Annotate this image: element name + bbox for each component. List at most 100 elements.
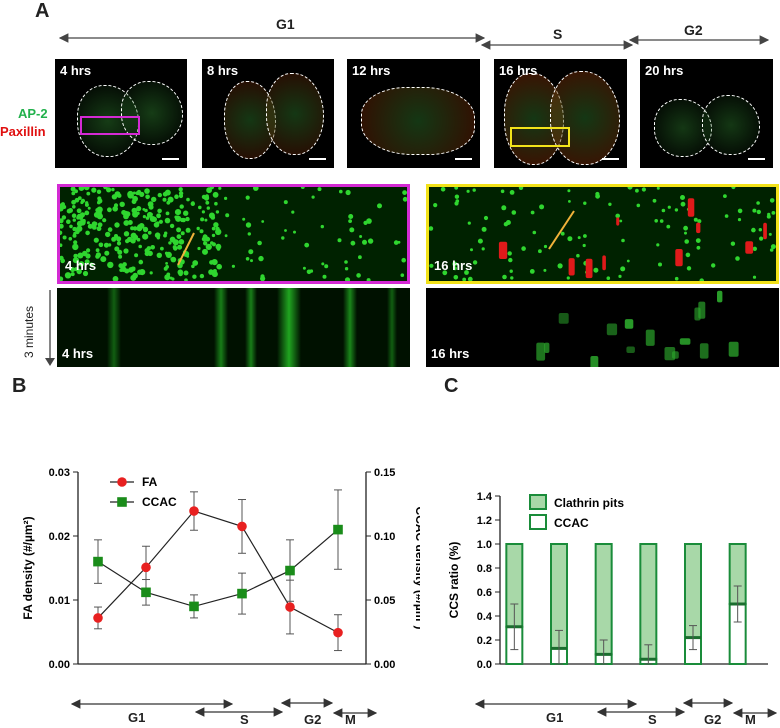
- fluorescence-spot: [154, 232, 161, 238]
- fluorescence-spot: [502, 274, 507, 280]
- legend-label: CCAC: [554, 516, 589, 530]
- fluorescence-spot: [518, 187, 524, 190]
- fluorescence-spot: [685, 252, 691, 258]
- fluorescence-spot: [127, 190, 134, 198]
- y-tick-label: 1.4: [477, 491, 493, 503]
- fluorescence-spot: [658, 262, 662, 267]
- kymo-line-marker: [177, 232, 195, 266]
- panel-b-letter: B: [12, 375, 27, 397]
- fluorescence-spot: [142, 226, 149, 233]
- fluorescence-spot: [216, 263, 222, 270]
- fluorescence-spot: [82, 270, 89, 277]
- fluorescence-spot: [566, 276, 570, 280]
- fluorescence-spot: [756, 201, 760, 205]
- fluorescence-spot: [311, 195, 315, 199]
- fluorescence-spot: [224, 234, 228, 238]
- fluorescence-spot: [73, 231, 77, 236]
- fluorescence-spot: [70, 187, 76, 192]
- data-point-FA: [237, 521, 247, 532]
- fluorescence-spot: [711, 263, 716, 268]
- fluorescence-spot: [636, 203, 641, 208]
- series-line-FA: [97, 510, 339, 634]
- y-tick-label: 0.2: [477, 635, 492, 647]
- fluorescence-spot: [723, 194, 727, 198]
- kymo-time-label: 16 hrs: [431, 346, 470, 361]
- fluorescence-spot: [210, 241, 214, 245]
- fluorescence-spot: [510, 276, 514, 280]
- fluorescence-spot: [190, 201, 195, 206]
- fluorescence-spot: [132, 191, 136, 195]
- fluorescence-spot: [377, 203, 382, 209]
- fluorescence-spot: [73, 240, 78, 245]
- bottom-c-g2: G2: [704, 712, 722, 727]
- fluorescence-spot: [107, 227, 113, 232]
- fluorescence-spot: [151, 196, 157, 203]
- fluorescence-spot: [72, 243, 79, 251]
- fluorescence-spot: [576, 253, 580, 258]
- fluorescence-spot: [770, 244, 776, 250]
- fluorescence-spot: [768, 232, 772, 236]
- fluorescence-spot: [89, 262, 94, 267]
- fluorescence-spot: [123, 220, 130, 226]
- fluorescence-spot: [654, 219, 658, 223]
- fluorescence-spot: [337, 238, 342, 243]
- zoom-panel-16hrs: 16 hrs: [426, 184, 779, 284]
- fluorescence-spot: [165, 265, 169, 269]
- fluorescence-spot: [96, 189, 102, 194]
- y-tick-label: 0.8: [477, 563, 492, 575]
- fluorescence-spot: [215, 210, 220, 214]
- fluorescence-spot: [138, 244, 142, 249]
- fluorescence-spot: [659, 219, 664, 223]
- fluorescence-spot: [124, 211, 131, 217]
- fluorescence-spot: [107, 261, 114, 269]
- fluorescence-spot: [127, 236, 133, 242]
- fluorescence-spot: [245, 257, 250, 261]
- fluorescence-spot: [116, 241, 122, 246]
- scale-bar: [748, 158, 765, 160]
- fluorescence-spot: [163, 233, 167, 238]
- fluorescence-spot: [567, 189, 571, 193]
- fluorescence-spot: [568, 200, 571, 203]
- fluorescence-spot: [72, 205, 76, 209]
- kymo-event: [728, 341, 739, 357]
- scale-bar: [602, 158, 619, 160]
- fluorescence-spot: [245, 222, 252, 228]
- fluorescence-spot: [70, 272, 75, 277]
- fluorescence-spot: [118, 254, 123, 259]
- fluorescence-spot: [116, 236, 122, 242]
- fluorescence-spot: [752, 246, 757, 251]
- fluorescence-spot: [257, 240, 262, 246]
- paxillin-adhesion: [498, 241, 508, 259]
- fluorescence-spot: [467, 221, 471, 225]
- fluorescence-spot: [87, 223, 93, 229]
- fluorescence-spot: [144, 251, 150, 257]
- scale-bar: [309, 158, 326, 160]
- fluorescence-spot: [218, 187, 222, 190]
- fluorescence-spot: [69, 224, 73, 229]
- fluorescence-spot: [433, 203, 438, 208]
- data-point-CCAC: [237, 588, 247, 599]
- fluorescence-spot: [216, 247, 221, 251]
- kymograph-4hrs: 4 hrs: [57, 288, 410, 367]
- fluorescence-spot: [452, 261, 458, 267]
- fluorescence-spot: [205, 243, 212, 250]
- fluorescence-spot: [156, 213, 161, 219]
- fluorescence-spot: [481, 247, 485, 251]
- data-point-FA: [189, 506, 199, 516]
- fluorescence-spot: [759, 236, 764, 241]
- legend-swatch: [529, 494, 547, 510]
- fluorescence-spot: [183, 270, 189, 276]
- data-point-CCAC: [285, 565, 295, 576]
- fluorescence-spot: [186, 255, 190, 258]
- fluorescence-spot: [293, 230, 296, 234]
- fluorescence-spot: [72, 226, 77, 232]
- fluorescence-spot: [620, 266, 626, 272]
- fluorescence-spot: [213, 222, 219, 228]
- fluorescence-spot: [509, 190, 515, 195]
- fluorescence-spot: [467, 276, 473, 281]
- fluorescence-spot: [164, 189, 171, 196]
- legend-marker: [117, 477, 127, 487]
- fluorescence-spot: [93, 237, 99, 243]
- bottom-b-m: M: [345, 712, 356, 727]
- fluorescence-spot: [583, 201, 587, 205]
